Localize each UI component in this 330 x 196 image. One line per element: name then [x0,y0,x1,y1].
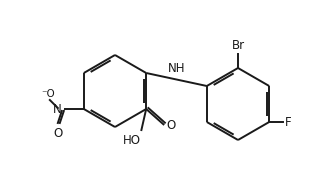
Text: Br: Br [231,39,245,52]
Text: O: O [53,127,62,140]
Text: F: F [285,115,292,129]
Text: NH: NH [168,62,185,74]
Text: ⁻O: ⁻O [41,89,55,99]
Text: HO: HO [123,134,141,147]
Text: O: O [166,119,176,132]
Text: N: N [53,103,62,115]
